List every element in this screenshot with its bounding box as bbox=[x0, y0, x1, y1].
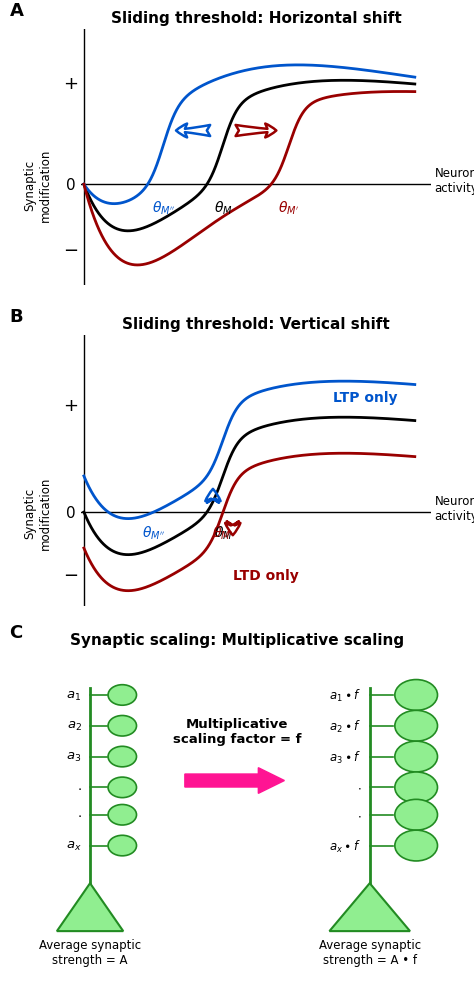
Circle shape bbox=[395, 741, 438, 772]
Text: $a_2 \bullet f$: $a_2 \bullet f$ bbox=[329, 718, 361, 734]
Text: −: − bbox=[63, 242, 78, 260]
Text: $\theta_{M^{\prime\prime}}$: $\theta_{M^{\prime\prime}}$ bbox=[142, 525, 165, 542]
Text: $a_1$: $a_1$ bbox=[66, 689, 82, 702]
Text: Neuronal
activity: Neuronal activity bbox=[435, 166, 474, 195]
Text: $\theta_M$: $\theta_M$ bbox=[214, 200, 232, 217]
Circle shape bbox=[108, 835, 137, 856]
Text: $a_3 \bullet f$: $a_3 \bullet f$ bbox=[329, 749, 361, 765]
Circle shape bbox=[108, 777, 137, 797]
Text: Multiplicative
scaling factor = f: Multiplicative scaling factor = f bbox=[173, 717, 301, 745]
Circle shape bbox=[108, 716, 137, 736]
Text: Synaptic scaling: Multiplicative scaling: Synaptic scaling: Multiplicative scaling bbox=[70, 632, 404, 647]
Text: Average synaptic
strength = A: Average synaptic strength = A bbox=[39, 938, 141, 966]
Text: +: + bbox=[63, 74, 78, 92]
Circle shape bbox=[395, 772, 438, 803]
Text: $\theta_{M^{\prime}}$: $\theta_{M^{\prime}}$ bbox=[212, 525, 234, 542]
Text: −: − bbox=[63, 567, 78, 585]
Title: Sliding threshold: Horizontal shift: Sliding threshold: Horizontal shift bbox=[110, 11, 401, 26]
Text: $a_x$: $a_x$ bbox=[66, 840, 82, 853]
Text: Neuronal
activity: Neuronal activity bbox=[435, 494, 474, 523]
Text: $a_1 \bullet f$: $a_1 \bullet f$ bbox=[329, 687, 361, 703]
Text: $a_3$: $a_3$ bbox=[66, 750, 82, 763]
Text: $\cdot$: $\cdot$ bbox=[357, 781, 361, 794]
Text: $\theta_{M^{\prime}}$: $\theta_{M^{\prime}}$ bbox=[278, 200, 300, 217]
Text: $\cdot$: $\cdot$ bbox=[357, 808, 361, 821]
Text: LTD only: LTD only bbox=[233, 569, 299, 583]
Title: Sliding threshold: Vertical shift: Sliding threshold: Vertical shift bbox=[122, 317, 390, 332]
Circle shape bbox=[108, 746, 137, 767]
Polygon shape bbox=[57, 884, 123, 931]
Text: Average synaptic
strength = A • f: Average synaptic strength = A • f bbox=[319, 938, 421, 966]
Text: $\cdot$: $\cdot$ bbox=[77, 781, 82, 794]
Text: LTP only: LTP only bbox=[333, 390, 397, 404]
Text: Synaptic
modification: Synaptic modification bbox=[24, 475, 52, 550]
Text: A: A bbox=[9, 2, 23, 20]
Text: C: C bbox=[9, 624, 23, 642]
Text: +: + bbox=[63, 396, 78, 414]
Text: $\theta_M$: $\theta_M$ bbox=[214, 525, 232, 542]
Circle shape bbox=[395, 711, 438, 741]
Text: $\cdot$: $\cdot$ bbox=[77, 808, 82, 821]
Circle shape bbox=[395, 799, 438, 830]
Text: $a_x \bullet f$: $a_x \bullet f$ bbox=[329, 838, 361, 854]
Text: Synaptic
modification: Synaptic modification bbox=[24, 148, 52, 222]
Text: 0: 0 bbox=[66, 178, 75, 193]
Text: $a_2$: $a_2$ bbox=[66, 719, 82, 732]
Circle shape bbox=[108, 804, 137, 825]
Text: 0: 0 bbox=[66, 506, 75, 520]
Circle shape bbox=[108, 685, 137, 705]
Circle shape bbox=[395, 830, 438, 862]
Text: B: B bbox=[9, 308, 23, 326]
FancyArrow shape bbox=[185, 768, 284, 793]
Text: $\theta_{M^{\prime\prime}}$: $\theta_{M^{\prime\prime}}$ bbox=[152, 200, 175, 217]
Polygon shape bbox=[329, 884, 410, 931]
Circle shape bbox=[395, 680, 438, 711]
